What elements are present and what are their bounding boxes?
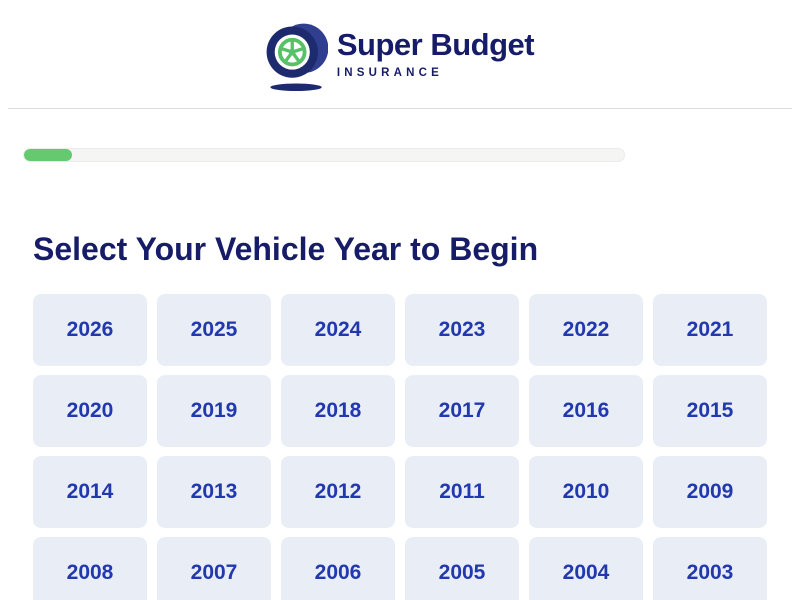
year-button[interactable]: 2005 <box>405 537 519 600</box>
year-button[interactable]: 2023 <box>405 294 519 367</box>
year-grid: 2026 2025 2024 2023 2022 2021 2020 2019 … <box>33 294 767 600</box>
year-button[interactable]: 2013 <box>157 456 271 529</box>
year-button[interactable]: 2011 <box>405 456 519 529</box>
header-divider <box>8 108 792 109</box>
site-header: Super Budget INSURANCE <box>0 0 800 108</box>
year-button[interactable]: 2012 <box>281 456 395 529</box>
year-button[interactable]: 2003 <box>653 537 767 600</box>
year-button[interactable]: 2020 <box>33 375 147 448</box>
main-content: Select Your Vehicle Year to Begin 2026 2… <box>0 148 800 600</box>
year-button[interactable]: 2022 <box>529 294 643 367</box>
brand-name: Super Budget <box>336 27 535 63</box>
page-title: Select Your Vehicle Year to Begin <box>33 231 539 267</box>
year-button[interactable]: 2026 <box>33 294 147 367</box>
year-button[interactable]: 2025 <box>157 294 271 367</box>
brand-tagline: INSURANCE <box>336 66 444 79</box>
year-button[interactable]: 2017 <box>405 375 519 448</box>
year-button[interactable]: 2008 <box>33 537 147 600</box>
year-button[interactable]: 2004 <box>529 537 643 600</box>
tire-icon <box>266 16 328 92</box>
year-button[interactable]: 2024 <box>281 294 395 367</box>
year-button[interactable]: 2009 <box>653 456 767 529</box>
year-button[interactable]: 2007 <box>157 537 271 600</box>
brand-text: Super Budget INSURANCE <box>336 27 535 79</box>
brand-logo[interactable]: Super Budget INSURANCE <box>266 16 535 92</box>
year-button[interactable]: 2016 <box>529 375 643 448</box>
year-button[interactable]: 2019 <box>157 375 271 448</box>
year-button[interactable]: 2006 <box>281 537 395 600</box>
year-button[interactable]: 2014 <box>33 456 147 529</box>
year-button[interactable]: 2021 <box>653 294 767 367</box>
year-button[interactable]: 2015 <box>653 375 767 448</box>
year-button[interactable]: 2018 <box>281 375 395 448</box>
progress-bar <box>23 148 625 162</box>
year-button[interactable]: 2010 <box>529 456 643 529</box>
progress-fill <box>24 149 72 161</box>
